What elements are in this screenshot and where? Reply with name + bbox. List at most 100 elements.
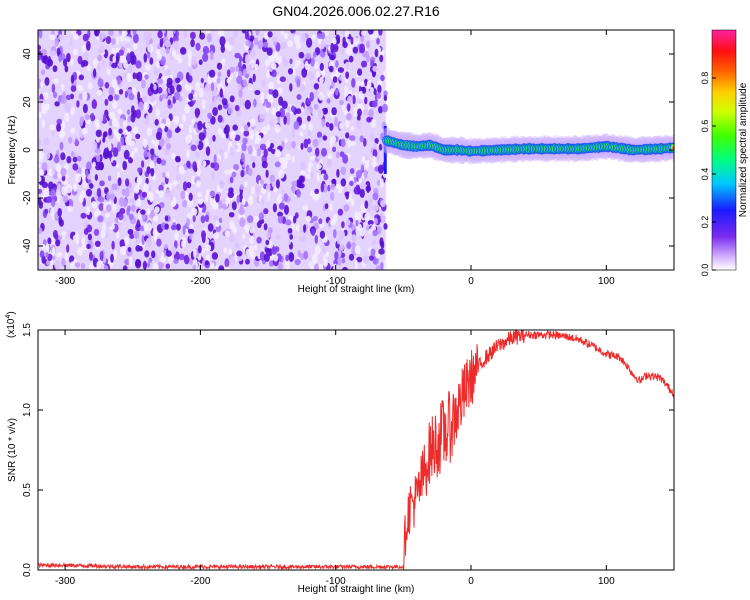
noise-speckle bbox=[111, 38, 116, 45]
noise-speckle bbox=[127, 30, 131, 35]
noise-speckle bbox=[365, 51, 370, 60]
noise-speckle bbox=[312, 51, 317, 58]
noise-speckle bbox=[112, 147, 119, 158]
noise-speckle bbox=[93, 228, 100, 236]
noise-speckle bbox=[160, 159, 167, 166]
noise-speckle bbox=[209, 44, 216, 55]
noise-speckle bbox=[349, 140, 356, 147]
noise-speckle bbox=[229, 234, 235, 243]
noise-speckle bbox=[330, 218, 336, 226]
noise-speckle bbox=[179, 253, 185, 261]
noise-speckle bbox=[58, 128, 65, 139]
noise-speckle bbox=[65, 94, 72, 101]
noise-speckle bbox=[242, 233, 246, 240]
noise-speckle bbox=[351, 78, 356, 88]
noise-speckle bbox=[259, 113, 266, 120]
noise-speckle bbox=[207, 112, 213, 119]
noise-speckle bbox=[143, 183, 149, 193]
noise-speckle bbox=[356, 120, 362, 130]
noise-speckle bbox=[253, 37, 259, 46]
noise-speckle bbox=[192, 264, 196, 270]
noise-speckle bbox=[204, 260, 210, 266]
noise-speckle bbox=[59, 141, 64, 151]
noise-speckle bbox=[38, 176, 42, 182]
noise-speckle bbox=[229, 176, 234, 184]
noise-speckle bbox=[205, 188, 211, 196]
noise-speckle bbox=[40, 48, 48, 56]
noise-speckle bbox=[326, 98, 331, 104]
noise-speckle bbox=[85, 237, 89, 245]
noise-speckle bbox=[223, 127, 228, 135]
noise-speckle bbox=[351, 234, 357, 242]
noise-speckle bbox=[277, 215, 283, 224]
noise-speckle bbox=[125, 135, 132, 145]
noise-speckle bbox=[298, 51, 305, 59]
noise-speckle bbox=[334, 251, 339, 261]
noise-speckle bbox=[319, 62, 324, 71]
noise-speckle bbox=[247, 83, 253, 91]
noise-speckle bbox=[306, 115, 311, 122]
noise-speckle bbox=[250, 186, 256, 195]
noise-speckle bbox=[263, 148, 268, 158]
noise-speckle bbox=[92, 141, 98, 152]
y-tick-label: -20 bbox=[22, 190, 33, 205]
noise-speckle bbox=[305, 52, 312, 60]
noise-speckle bbox=[191, 208, 198, 216]
noise-speckle bbox=[224, 258, 230, 268]
noise-speckle bbox=[80, 173, 87, 181]
noise-speckle bbox=[165, 117, 171, 128]
noise-speckle bbox=[372, 192, 379, 201]
noise-speckle bbox=[348, 135, 356, 141]
noise-speckle bbox=[209, 102, 214, 110]
noise-speckle bbox=[326, 90, 332, 98]
noise-speckle bbox=[373, 142, 378, 149]
noise-speckle bbox=[70, 107, 75, 116]
noise-speckle bbox=[47, 237, 52, 245]
spectrogram-y-ticks: -40 -20 0 20 40 bbox=[22, 48, 674, 253]
colorbar: 0.0 0.2 0.4 0.6 0.8 Normalized spectral ampl… bbox=[700, 29, 749, 276]
noise-speckle bbox=[213, 154, 217, 164]
noise-speckle bbox=[164, 40, 171, 48]
noise-speckle bbox=[170, 201, 176, 208]
noise-speckle bbox=[108, 118, 113, 127]
colorbar-ticks: 0.0 0.2 0.4 0.6 0.8 bbox=[700, 72, 716, 276]
noise-speckle bbox=[160, 93, 168, 99]
noise-speckle bbox=[353, 37, 359, 45]
noise-speckle bbox=[204, 193, 209, 203]
noise-speckle bbox=[213, 232, 219, 240]
noise-speckle bbox=[364, 213, 370, 222]
noise-speckle bbox=[345, 45, 353, 56]
noise-speckle bbox=[202, 53, 209, 62]
noise-speckle bbox=[381, 103, 388, 113]
noise-speckle bbox=[165, 47, 170, 54]
noise-speckle bbox=[312, 194, 319, 201]
noise-speckle bbox=[155, 131, 162, 141]
noise-speckle bbox=[253, 215, 259, 223]
noise-speckle bbox=[380, 213, 386, 222]
noise-speckle bbox=[153, 215, 159, 223]
noise-speckle bbox=[262, 41, 269, 48]
noise-speckle bbox=[64, 252, 69, 262]
noise-speckle bbox=[358, 223, 362, 232]
noise-speckle bbox=[82, 103, 88, 114]
snr-y-axis-label: SNR (10 * v/v) bbox=[7, 418, 18, 482]
noise-speckle bbox=[249, 154, 256, 162]
y-tick-label: 1.5 bbox=[22, 323, 33, 337]
noise-speckle bbox=[153, 83, 157, 91]
noise-speckle bbox=[362, 108, 369, 116]
noise-speckle bbox=[82, 51, 89, 62]
noise-speckle bbox=[340, 178, 347, 187]
noise-speckle bbox=[372, 239, 377, 245]
noise-speckle bbox=[296, 78, 301, 88]
noise-speckle bbox=[38, 162, 41, 169]
svg-text:(x104): (x104) bbox=[5, 311, 17, 338]
noise-speckle bbox=[293, 121, 300, 130]
noise-speckle bbox=[128, 213, 134, 220]
noise-speckle bbox=[217, 83, 221, 92]
noise-speckle bbox=[274, 246, 280, 253]
noise-speckle bbox=[195, 150, 200, 158]
x-tick-label: 100 bbox=[598, 276, 615, 287]
noise-speckle bbox=[213, 214, 218, 221]
noise-speckle bbox=[191, 56, 197, 66]
noise-speckle bbox=[294, 258, 301, 266]
